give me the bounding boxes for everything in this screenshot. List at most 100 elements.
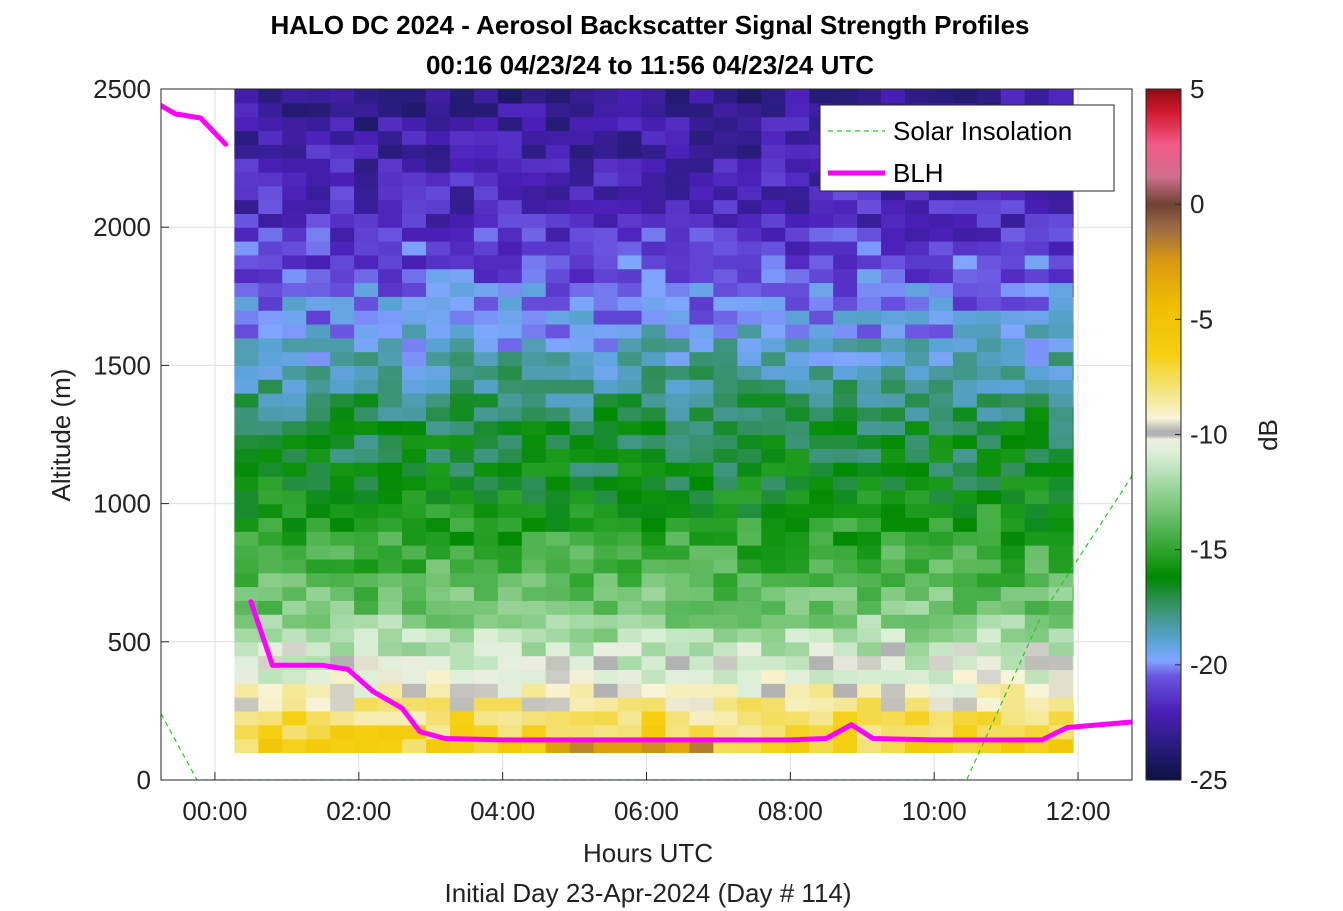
heatmap-cell <box>1024 254 1050 270</box>
heatmap-cell <box>1048 669 1074 684</box>
heatmap-cell <box>617 586 643 601</box>
heatmap-cell <box>1072 323 1074 339</box>
heatmap-cell <box>713 130 738 145</box>
heatmap-cell <box>354 116 379 132</box>
heatmap-cell <box>402 697 427 712</box>
heatmap-cell <box>497 669 523 684</box>
heatmap-cell <box>378 185 403 201</box>
heatmap-cell <box>1024 213 1050 228</box>
heatmap-cell <box>234 724 259 740</box>
heatmap-cell <box>593 393 619 408</box>
heatmap-cell <box>593 268 619 284</box>
heatmap-cell <box>928 89 954 104</box>
heatmap-cell <box>976 683 1002 698</box>
heatmap-cell <box>282 531 307 546</box>
heatmap-cell <box>521 545 547 560</box>
heatmap-cell <box>449 337 475 353</box>
heatmap-cell <box>354 144 379 159</box>
heatmap-cell <box>1024 406 1050 422</box>
heatmap-cell <box>402 641 427 657</box>
colorbar-tick-label: -20 <box>1190 650 1228 680</box>
heatmap-cell <box>689 448 714 463</box>
heatmap-cell <box>665 697 691 712</box>
heatmap-cell <box>1000 655 1026 671</box>
heatmap-cell <box>521 434 547 449</box>
heatmap-cell <box>1072 697 1074 712</box>
heatmap-cell <box>1072 600 1074 615</box>
heatmap-cell <box>976 558 1002 574</box>
heatmap-cell <box>785 89 810 104</box>
heatmap-cell <box>1048 254 1074 270</box>
heatmap-cell <box>378 268 403 284</box>
heatmap-cell <box>425 268 451 284</box>
heatmap-cell <box>905 641 930 657</box>
heatmap-cell <box>378 600 403 615</box>
heatmap-cell <box>545 558 571 574</box>
heatmap-cell <box>761 489 786 505</box>
heatmap-cell <box>737 503 762 519</box>
heatmap-cell <box>617 406 643 422</box>
heatmap-cell <box>234 448 259 463</box>
heatmap-cell <box>928 683 954 698</box>
heatmap-cell <box>545 683 571 698</box>
heatmap-cell <box>569 199 595 214</box>
heatmap-cell <box>378 669 403 684</box>
heatmap-cell <box>665 158 691 173</box>
heatmap-cell <box>545 254 571 270</box>
heatmap-cell <box>545 227 571 242</box>
heatmap-cell <box>521 351 547 366</box>
heatmap-cell <box>234 393 259 408</box>
series-blh-segment <box>248 599 1132 743</box>
heatmap-cell <box>545 462 571 477</box>
heatmap-cell <box>833 517 858 532</box>
heatmap-cell <box>330 448 355 463</box>
heatmap-cell <box>905 558 930 574</box>
heatmap-cell <box>976 545 1002 560</box>
heatmap-cell <box>473 337 499 353</box>
heatmap-cell <box>689 351 714 366</box>
heatmap-cell <box>1048 241 1074 256</box>
heatmap-cell <box>928 586 954 601</box>
heatmap-cell <box>402 199 427 214</box>
heatmap-cell <box>641 406 667 422</box>
heatmap-cell <box>1048 655 1074 671</box>
series-blh-segment <box>161 103 229 147</box>
heatmap-cell <box>402 310 427 325</box>
heatmap-cell <box>593 710 619 726</box>
heatmap-cell <box>473 489 499 505</box>
heatmap-cell <box>713 572 738 588</box>
heatmap-cell <box>665 710 691 726</box>
heatmap-cell <box>881 434 906 449</box>
heatmap-cell <box>881 655 906 671</box>
heatmap-cell <box>689 227 714 242</box>
heatmap-cell <box>473 282 499 297</box>
heatmap-cell <box>330 268 355 284</box>
heatmap-cell <box>569 462 595 477</box>
heatmap-cell <box>282 158 307 173</box>
heatmap-cell <box>689 171 714 187</box>
heatmap-cell <box>402 600 427 615</box>
heatmap-cell <box>234 351 259 366</box>
heatmap-cell <box>857 337 882 353</box>
heatmap-cell <box>473 213 499 228</box>
heatmap-cell <box>785 558 810 574</box>
heatmap-cell <box>306 738 331 753</box>
heatmap-cell <box>617 627 643 643</box>
heatmap-cell <box>785 669 810 684</box>
heatmap-cell <box>282 393 307 408</box>
heatmap-cell <box>449 227 475 242</box>
heatmap-cell <box>354 213 379 228</box>
heatmap-cell <box>857 434 882 449</box>
heatmap-cell <box>952 669 978 684</box>
heatmap-cell <box>689 254 714 270</box>
heatmap-cell <box>665 130 691 145</box>
heatmap-cell <box>833 379 858 394</box>
heatmap-cell <box>473 724 499 740</box>
heatmap-cell <box>593 517 619 532</box>
heatmap-cell <box>857 669 882 684</box>
heatmap-cell <box>1048 683 1074 698</box>
heatmap-cell <box>665 655 691 671</box>
heatmap-cell <box>641 475 667 491</box>
heatmap-cell <box>330 558 355 574</box>
heatmap-cell <box>282 227 307 242</box>
